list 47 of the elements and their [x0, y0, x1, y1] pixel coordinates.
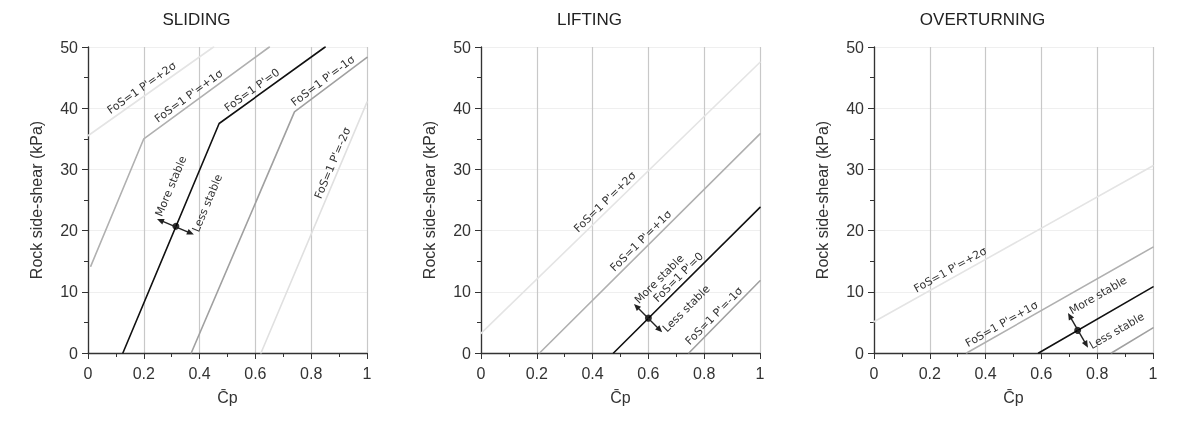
x-tick-label: 0.4 — [974, 364, 997, 382]
x-tick-label: 0 — [869, 364, 879, 382]
x-axis-title: C̄p — [217, 388, 238, 406]
y-tick-label: 10 — [846, 283, 865, 301]
y-axis-title: Rock side-shear (kPa) — [813, 120, 831, 280]
y-axis-title: Rock side-shear (kPa) — [27, 120, 45, 280]
chart-title: SLIDING — [162, 10, 231, 29]
y-tick-label: 30 — [846, 160, 865, 178]
y-tick-label: 0 — [855, 344, 865, 362]
x-tick-label: 0.2 — [525, 364, 549, 382]
y-tick-label: 20 — [453, 222, 472, 240]
x-tick-label: 1 — [1148, 364, 1158, 382]
y-tick-label: 50 — [60, 38, 79, 56]
x-tick-label: 0.4 — [188, 364, 211, 382]
x-tick-label: 1 — [362, 364, 372, 382]
y-tick-label: 20 — [60, 222, 79, 240]
chart-title: OVERTURNING — [919, 10, 1046, 29]
x-axis-title: C̄p — [1003, 388, 1024, 406]
x-tick-label: 0 — [83, 364, 93, 382]
y-tick-label: 50 — [453, 38, 472, 56]
x-tick-label: 0.6 — [637, 364, 660, 382]
chart-title: LIFTING — [556, 10, 623, 29]
y-tick-label: 10 — [60, 283, 79, 301]
x-tick-label: 0.2 — [132, 364, 156, 382]
x-tick-label: 0.2 — [918, 364, 942, 382]
x-tick-label: 1 — [755, 364, 765, 382]
annotation: Less stable — [189, 172, 226, 234]
y-tick-label: 40 — [453, 99, 472, 117]
x-tick-label: 0 — [476, 364, 486, 382]
y-tick-label: 0 — [69, 344, 79, 362]
x-tick-label: 0.4 — [581, 364, 604, 382]
y-tick-label: 20 — [846, 222, 865, 240]
annotation: More stable — [152, 153, 190, 219]
x-tick-label: 0.6 — [1030, 364, 1053, 382]
x-tick-label: 0.8 — [693, 364, 716, 382]
y-tick-label: 40 — [60, 99, 79, 117]
x-axis-title: C̄p — [610, 388, 631, 406]
y-axis-title: Rock side-shear (kPa) — [420, 120, 438, 280]
y-tick-label: 0 — [462, 344, 472, 362]
y-tick-label: 50 — [846, 38, 865, 56]
x-tick-label: 0.8 — [1086, 364, 1109, 382]
y-tick-label: 10 — [453, 283, 472, 301]
y-tick-label: 40 — [846, 99, 865, 117]
x-tick-label: 0.8 — [300, 364, 323, 382]
x-tick-label: 0.6 — [244, 364, 267, 382]
y-tick-label: 30 — [60, 160, 79, 178]
y-tick-label: 30 — [453, 160, 472, 178]
